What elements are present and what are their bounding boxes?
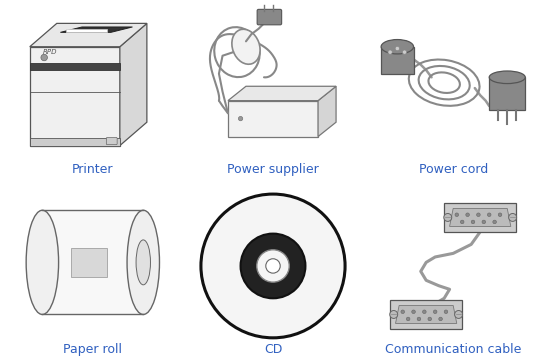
Circle shape	[466, 213, 470, 217]
Circle shape	[266, 259, 280, 273]
Circle shape	[401, 310, 405, 314]
Circle shape	[509, 213, 517, 221]
Text: Paper roll: Paper roll	[63, 343, 122, 356]
Circle shape	[402, 50, 407, 54]
Circle shape	[417, 317, 421, 321]
Circle shape	[434, 310, 437, 314]
Circle shape	[488, 213, 491, 217]
Polygon shape	[381, 47, 413, 74]
FancyBboxPatch shape	[106, 138, 117, 145]
Circle shape	[41, 54, 48, 61]
Circle shape	[395, 46, 400, 51]
Polygon shape	[489, 77, 525, 110]
Polygon shape	[449, 208, 511, 227]
Text: CD: CD	[264, 343, 282, 356]
Circle shape	[390, 310, 397, 318]
Polygon shape	[30, 63, 120, 70]
Polygon shape	[30, 138, 120, 146]
Ellipse shape	[26, 210, 58, 314]
Circle shape	[412, 310, 416, 314]
Circle shape	[439, 317, 442, 321]
Circle shape	[455, 213, 459, 217]
Polygon shape	[61, 27, 133, 32]
Polygon shape	[444, 203, 516, 232]
Polygon shape	[30, 23, 147, 47]
Polygon shape	[318, 86, 336, 136]
Circle shape	[201, 194, 345, 338]
Circle shape	[460, 220, 464, 224]
Polygon shape	[66, 29, 107, 32]
Circle shape	[257, 250, 289, 282]
Polygon shape	[395, 306, 457, 323]
Polygon shape	[43, 210, 143, 314]
FancyBboxPatch shape	[257, 9, 282, 25]
Circle shape	[388, 50, 392, 54]
Ellipse shape	[136, 240, 151, 285]
Polygon shape	[390, 300, 462, 329]
Text: Power supplier: Power supplier	[227, 163, 319, 176]
Text: RPD: RPD	[43, 49, 57, 55]
Polygon shape	[30, 47, 120, 146]
Circle shape	[444, 213, 452, 221]
Circle shape	[241, 234, 305, 298]
Ellipse shape	[489, 71, 525, 83]
Circle shape	[406, 317, 410, 321]
Circle shape	[455, 310, 462, 318]
Text: Power cord: Power cord	[419, 163, 488, 176]
Circle shape	[493, 220, 496, 224]
Polygon shape	[228, 86, 336, 101]
Circle shape	[444, 310, 448, 314]
Text: Printer: Printer	[72, 163, 114, 176]
Ellipse shape	[381, 40, 413, 54]
Polygon shape	[120, 23, 147, 146]
Ellipse shape	[127, 210, 159, 314]
Circle shape	[477, 213, 480, 217]
Polygon shape	[228, 101, 318, 136]
Ellipse shape	[232, 29, 260, 64]
Polygon shape	[71, 248, 107, 277]
Circle shape	[482, 220, 485, 224]
Circle shape	[423, 310, 426, 314]
Circle shape	[428, 317, 431, 321]
Text: Communication cable: Communication cable	[385, 343, 521, 356]
Circle shape	[498, 213, 502, 217]
Circle shape	[239, 117, 243, 121]
Circle shape	[471, 220, 475, 224]
